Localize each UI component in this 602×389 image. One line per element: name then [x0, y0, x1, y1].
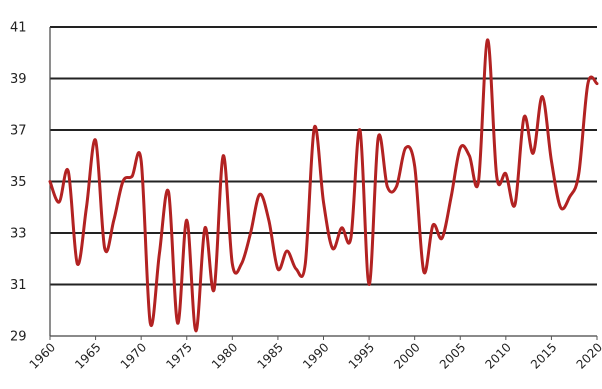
data-point [459, 147, 461, 149]
data-point [295, 268, 297, 270]
data-point [140, 160, 142, 162]
data-point [486, 39, 488, 41]
x-tick-labels: 1960 1965 1970 1975 1980 1985 1990 1995 2000 2005… [27, 340, 602, 371]
data-point [222, 155, 224, 157]
data-point [578, 173, 580, 175]
y-tick-label: 37 [10, 124, 27, 139]
data-point [195, 330, 197, 332]
data-point [213, 288, 215, 290]
x-tick-label: 2005 [437, 340, 468, 371]
x-tick-label: 1960 [27, 340, 58, 371]
data-point [76, 263, 78, 265]
y-tick-label: 39 [10, 72, 27, 87]
data-point [341, 227, 343, 229]
data-point [94, 139, 96, 141]
y-tick-label: 35 [10, 175, 27, 190]
x-tick-label: 1990 [300, 340, 331, 371]
data-point [176, 322, 178, 324]
data-point [158, 252, 160, 254]
data-point [104, 247, 106, 249]
series-layer [48, 38, 599, 333]
data-point [477, 180, 479, 182]
y-tick-labels: 29 31 33 35 37 39 41 [10, 21, 27, 345]
data-point [541, 95, 543, 97]
data-point [313, 126, 315, 128]
data-point [231, 263, 233, 265]
x-tick-label: 2020 [574, 340, 602, 371]
data-point [596, 82, 598, 84]
data-point [386, 185, 388, 187]
data-point [204, 227, 206, 229]
data-point [286, 250, 288, 252]
x-tick-label: 2015 [528, 340, 559, 371]
data-point [258, 193, 260, 195]
data-point [395, 185, 397, 187]
data-point [268, 219, 270, 221]
axes [49, 27, 598, 340]
x-tick-label: 2010 [482, 340, 513, 371]
data-point [359, 129, 361, 131]
data-point [149, 322, 151, 324]
data-point [523, 116, 525, 118]
data-point [559, 206, 561, 208]
data-point [514, 203, 516, 205]
data-point [131, 175, 133, 177]
data-point [350, 237, 352, 239]
data-point [304, 263, 306, 265]
data-point [122, 180, 124, 182]
y-tick-label: 33 [10, 227, 27, 242]
x-tick-label: 1995 [346, 340, 377, 371]
series-line-0 [48, 38, 599, 333]
data-point [249, 232, 251, 234]
x-tick-label: 1965 [72, 340, 103, 371]
data-point [240, 263, 242, 265]
data-point [450, 196, 452, 198]
data-point [413, 165, 415, 167]
data-point [550, 160, 552, 162]
data-point [322, 201, 324, 203]
data-point [49, 180, 51, 182]
x-tick-label: 1980 [209, 340, 240, 371]
data-point [368, 283, 370, 285]
data-point [505, 173, 507, 175]
data-point [587, 82, 589, 84]
data-point [441, 237, 443, 239]
y-tick-label: 31 [10, 278, 27, 293]
data-point [568, 196, 570, 198]
data-point [167, 191, 169, 193]
data-point [468, 155, 470, 157]
x-tick-label: 1970 [118, 340, 149, 371]
data-point [432, 224, 434, 226]
x-tick-label: 1975 [163, 340, 194, 371]
data-point [113, 219, 115, 221]
data-point [496, 175, 498, 177]
x-tick-label: 1985 [255, 340, 286, 371]
data-point [377, 137, 379, 139]
data-point [423, 270, 425, 272]
data-point [58, 201, 60, 203]
data-point [186, 219, 188, 221]
data-point [404, 147, 406, 149]
data-point [85, 206, 87, 208]
data-point [532, 152, 534, 154]
data-point [277, 268, 279, 270]
y-tick-label: 29 [10, 330, 27, 345]
x-tick-label: 2000 [391, 340, 422, 371]
data-point [331, 247, 333, 249]
data-point [67, 170, 69, 172]
y-tick-label: 41 [10, 21, 27, 36]
grid-lines [50, 26, 597, 286]
